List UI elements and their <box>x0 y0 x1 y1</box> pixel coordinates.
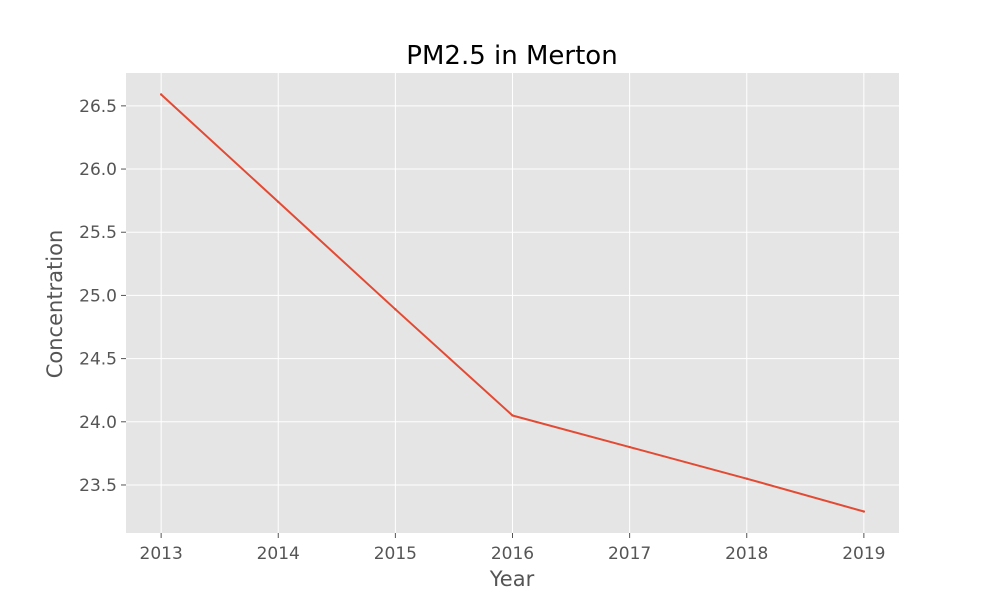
data-point-2019 <box>862 510 866 513</box>
data-point-2018 <box>745 477 748 480</box>
y-tick-label-23.5: 23.5 <box>79 476 117 496</box>
series-layer <box>159 93 866 513</box>
y-axis-ticks: 23.5 24.0 24.5 25.0 25.5 26.0 26.5 <box>79 97 126 496</box>
x-tick-label-2018: 2018 <box>725 544 768 564</box>
chart-title: PM2.5 in Merton <box>406 41 617 71</box>
y-tick-label-26.5: 26.5 <box>79 97 117 117</box>
data-point-2013 <box>159 93 163 96</box>
x-tick-label-2017: 2017 <box>608 544 651 564</box>
y-tick-label-25.0: 25.0 <box>79 286 117 306</box>
x-tick-label-2016: 2016 <box>491 544 534 564</box>
data-point-2015 <box>394 308 397 311</box>
grid-lines <box>126 73 899 533</box>
x-tick-label-2013: 2013 <box>140 544 183 564</box>
data-point-2017 <box>628 445 631 449</box>
x-tick-label-2019: 2019 <box>842 544 885 564</box>
x-tick-label-2015: 2015 <box>374 544 417 564</box>
y-axis-label: Concentration <box>43 230 67 379</box>
x-axis-label: Year <box>489 567 535 591</box>
x-axis-ticks: 2013 2014 2015 2016 2017 2018 2019 <box>140 533 885 564</box>
y-tick-label-25.5: 25.5 <box>79 223 117 243</box>
data-point-2016 <box>511 414 514 417</box>
x-tick-label-2014: 2014 <box>257 544 300 564</box>
y-tick-label-24.5: 24.5 <box>79 350 117 370</box>
y-tick-label-26.0: 26.0 <box>79 160 117 180</box>
data-point-2014 <box>277 200 280 204</box>
y-tick-label-24.0: 24.0 <box>79 413 117 433</box>
